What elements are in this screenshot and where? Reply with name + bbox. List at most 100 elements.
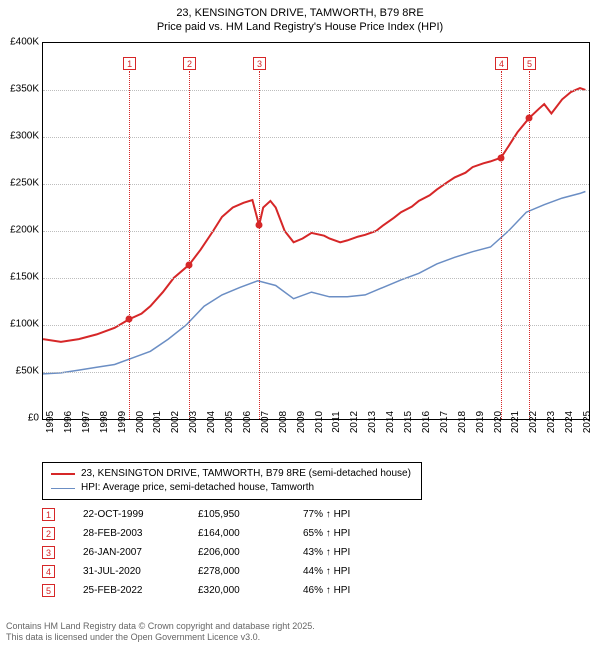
event-pct: 65% ↑ HPI	[303, 528, 393, 539]
event-number: 5	[42, 584, 55, 597]
event-price: £206,000	[198, 547, 303, 558]
event-pct: 77% ↑ HPI	[303, 509, 393, 520]
footer-line-1: Contains HM Land Registry data © Crown c…	[6, 621, 315, 633]
x-tick-label: 2003	[188, 411, 199, 433]
legend-row: HPI: Average price, semi-detached house,…	[51, 481, 413, 495]
gridline	[43, 184, 589, 185]
event-row: 4 31-JUL-2020£278,00044% ↑ HPI	[42, 562, 393, 581]
x-tick-label: 2023	[546, 411, 557, 433]
x-tick-label: 2007	[260, 411, 271, 433]
event-number: 1	[42, 508, 55, 521]
x-tick-label: 2015	[403, 411, 414, 433]
x-tick-label: 2013	[367, 411, 378, 433]
event-pct: 44% ↑ HPI	[303, 566, 393, 577]
event-price: £105,950	[198, 509, 303, 520]
y-tick-label: £0	[0, 413, 42, 424]
x-tick-label: 2000	[135, 411, 146, 433]
event-row: 2 28-FEB-2003£164,00065% ↑ HPI	[42, 524, 393, 543]
footer-line-2: This data is licensed under the Open Gov…	[6, 632, 315, 644]
marker-box: 5	[523, 57, 536, 70]
gridline	[43, 372, 589, 373]
x-tick-label: 1999	[117, 411, 128, 433]
event-date: 25-FEB-2022	[83, 585, 198, 596]
x-tick-label: 2004	[206, 411, 217, 433]
event-price: £164,000	[198, 528, 303, 539]
x-tick-label: 1995	[45, 411, 56, 433]
event-pct: 46% ↑ HPI	[303, 585, 393, 596]
y-tick-label: £150K	[0, 272, 42, 283]
series-line-price_paid	[43, 88, 585, 342]
series-line-hpi	[43, 192, 585, 374]
event-row: 1 22-OCT-1999£105,95077% ↑ HPI	[42, 505, 393, 524]
event-pct: 43% ↑ HPI	[303, 547, 393, 558]
x-tick-label: 2022	[528, 411, 539, 433]
marker-line	[129, 71, 130, 419]
marker-box: 2	[183, 57, 196, 70]
event-date: 22-OCT-1999	[83, 509, 198, 520]
marker-line	[259, 71, 260, 419]
x-tick-label: 2014	[385, 411, 396, 433]
x-tick-label: 2010	[314, 411, 325, 433]
x-tick-label: 2011	[331, 411, 342, 433]
marker-dot	[498, 154, 505, 161]
marker-dot	[126, 316, 133, 323]
events-table: 1 22-OCT-1999£105,95077% ↑ HPI 2 28-FEB-200…	[42, 505, 393, 600]
marker-box: 3	[253, 57, 266, 70]
title-line-2: Price paid vs. HM Land Registry's House …	[0, 20, 600, 34]
x-tick-label: 2024	[564, 411, 575, 433]
gridline	[43, 278, 589, 279]
legend-swatch-price	[51, 473, 75, 475]
marker-dot	[526, 115, 533, 122]
x-tick-label: 1997	[81, 411, 92, 433]
y-tick-label: £200K	[0, 225, 42, 236]
y-tick-label: £400K	[0, 37, 42, 48]
x-tick-label: 2005	[224, 411, 235, 433]
footer-attribution: Contains HM Land Registry data © Crown c…	[6, 621, 315, 644]
event-row: 3 26-JAN-2007£206,00043% ↑ HPI	[42, 543, 393, 562]
gridline	[43, 90, 589, 91]
x-tick-label: 1996	[63, 411, 74, 433]
y-tick-label: £250K	[0, 178, 42, 189]
y-tick-label: £300K	[0, 131, 42, 142]
event-date: 28-FEB-2003	[83, 528, 198, 539]
plot-area: 12345	[42, 42, 590, 420]
legend-swatch-hpi	[51, 488, 75, 489]
marker-line	[501, 71, 502, 419]
event-price: £320,000	[198, 585, 303, 596]
event-row: 5 25-FEB-2022£320,00046% ↑ HPI	[42, 581, 393, 600]
x-tick-label: 2016	[421, 411, 432, 433]
gridline	[43, 137, 589, 138]
x-tick-label: 2017	[439, 411, 450, 433]
x-tick-label: 2018	[457, 411, 468, 433]
x-tick-label: 2009	[296, 411, 307, 433]
x-tick-label: 2021	[510, 411, 521, 433]
legend-label: 23, KENSINGTON DRIVE, TAMWORTH, B79 8RE …	[81, 467, 411, 481]
legend-row: 23, KENSINGTON DRIVE, TAMWORTH, B79 8RE …	[51, 467, 413, 481]
x-tick-label: 2019	[475, 411, 486, 433]
event-number: 4	[42, 565, 55, 578]
event-number: 3	[42, 546, 55, 559]
x-tick-label: 2025	[582, 411, 593, 433]
event-date: 26-JAN-2007	[83, 547, 198, 558]
marker-box: 1	[123, 57, 136, 70]
event-date: 31-JUL-2020	[83, 566, 198, 577]
event-price: £278,000	[198, 566, 303, 577]
x-tick-label: 2002	[170, 411, 181, 433]
y-tick-label: £350K	[0, 84, 42, 95]
event-number: 2	[42, 527, 55, 540]
legend-label: HPI: Average price, semi-detached house,…	[81, 481, 314, 495]
x-tick-label: 2008	[278, 411, 289, 433]
chart-container: 23, KENSINGTON DRIVE, TAMWORTH, B79 8RE …	[0, 0, 600, 650]
x-tick-label: 2020	[493, 411, 504, 433]
x-tick-label: 2012	[349, 411, 360, 433]
title-line-1: 23, KENSINGTON DRIVE, TAMWORTH, B79 8RE	[0, 6, 600, 20]
chart-title: 23, KENSINGTON DRIVE, TAMWORTH, B79 8RE …	[0, 0, 600, 37]
marker-line	[529, 71, 530, 419]
legend-box: 23, KENSINGTON DRIVE, TAMWORTH, B79 8RE …	[42, 462, 422, 500]
marker-line	[189, 71, 190, 419]
y-tick-label: £50K	[0, 366, 42, 377]
x-tick-label: 2006	[242, 411, 253, 433]
x-tick-label: 1998	[99, 411, 110, 433]
x-tick-label: 2001	[152, 411, 163, 433]
marker-dot	[256, 222, 263, 229]
